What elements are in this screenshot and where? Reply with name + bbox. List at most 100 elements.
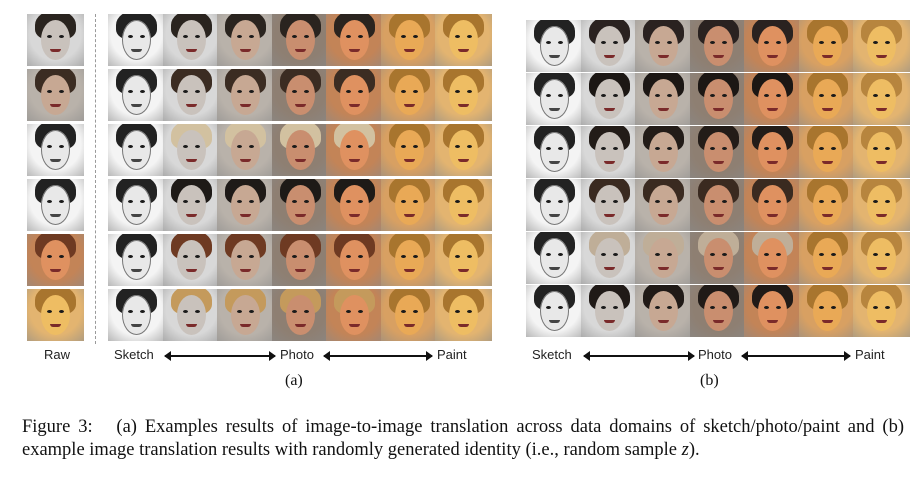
face-thumbnail (798, 20, 856, 72)
face-thumbnail (162, 69, 220, 121)
face-thumbnail (580, 232, 638, 284)
figure-number: Figure 3: (22, 417, 93, 437)
face-thumbnail (580, 20, 638, 72)
face-thumbnail (635, 179, 692, 231)
face-thumbnail (526, 20, 583, 72)
face-thumbnail (744, 73, 801, 125)
face-thumbnail (798, 126, 856, 178)
face-thumbnail (326, 124, 383, 176)
face-thumbnail (853, 285, 910, 337)
axis-label-photo-b: Photo (698, 347, 732, 362)
face-thumbnail (435, 124, 492, 176)
face-thumbnail (853, 20, 910, 72)
face-thumbnail (580, 285, 638, 337)
raw-label: Raw (44, 347, 71, 362)
caption-text: (a) Examples results of image-to-image t… (22, 417, 904, 460)
face-thumbnail (271, 69, 329, 121)
face-thumbnail (162, 124, 220, 176)
face-thumbnail (380, 234, 438, 286)
arrow-photo-paint-a (323, 351, 433, 361)
face-thumbnail (380, 124, 438, 176)
face-thumbnail (108, 179, 165, 231)
face-thumbnail (580, 126, 638, 178)
arrow-sketch-photo-a (164, 351, 276, 361)
face-thumbnail (635, 285, 692, 337)
face-thumbnail (217, 289, 274, 341)
face-thumbnail (689, 179, 747, 231)
face-thumbnail (689, 20, 747, 72)
face-thumbnail (271, 289, 329, 341)
face-thumbnail (635, 73, 692, 125)
face-thumbnail (108, 234, 165, 286)
face-thumbnail (162, 179, 220, 231)
caption-variable: z (681, 440, 689, 460)
face-thumbnail (108, 14, 165, 66)
face-thumbnail (435, 234, 492, 286)
face-thumbnail (435, 69, 492, 121)
separator-dashed-line (95, 14, 96, 344)
face-thumbnail (853, 126, 910, 178)
axis-label-paint-a: Paint (437, 347, 467, 362)
face-thumbnail (853, 73, 910, 125)
face-thumbnail (108, 69, 165, 121)
face-thumbnail (853, 179, 910, 231)
face-thumbnail (744, 179, 801, 231)
face-thumbnail (689, 285, 747, 337)
face-thumbnail (526, 126, 583, 178)
face-thumbnail (798, 285, 856, 337)
face-thumbnail (380, 289, 438, 341)
face-thumbnail (27, 179, 84, 231)
face-thumbnail (217, 234, 274, 286)
face-thumbnail (380, 179, 438, 231)
face-thumbnail (744, 20, 801, 72)
axis-label-sketch-a: Sketch (114, 347, 154, 362)
face-thumbnail (744, 126, 801, 178)
face-thumbnail (853, 232, 910, 284)
face-thumbnail (27, 124, 84, 176)
face-thumbnail (27, 289, 84, 341)
figure-panel-a: Raw Sketch Photo Paint (a) (0, 0, 500, 395)
face-thumbnail (744, 285, 801, 337)
face-thumbnail (162, 14, 220, 66)
face-thumbnail (217, 179, 274, 231)
axis-label-photo-a: Photo (280, 347, 314, 362)
face-thumbnail (435, 14, 492, 66)
face-thumbnail (689, 126, 747, 178)
face-thumbnail (271, 179, 329, 231)
face-thumbnail (271, 124, 329, 176)
arrow-sketch-photo-b (583, 351, 695, 361)
face-thumbnail (380, 14, 438, 66)
subfigure-label-a: (a) (285, 372, 303, 389)
face-thumbnail (27, 234, 84, 286)
axis-label-paint-b: Paint (855, 347, 885, 362)
axis-label-sketch-b: Sketch (532, 347, 572, 362)
arrow-photo-paint-b (741, 351, 851, 361)
face-thumbnail (27, 69, 84, 121)
face-thumbnail (217, 124, 274, 176)
face-thumbnail (162, 289, 220, 341)
face-thumbnail (526, 179, 583, 231)
face-thumbnail (108, 124, 165, 176)
face-thumbnail (326, 179, 383, 231)
face-thumbnail (635, 232, 692, 284)
face-thumbnail (271, 234, 329, 286)
face-thumbnail (798, 73, 856, 125)
face-thumbnail (380, 69, 438, 121)
face-thumbnail (326, 14, 383, 66)
face-thumbnail (689, 232, 747, 284)
caption-text-end: ). (688, 440, 700, 460)
face-thumbnail (798, 179, 856, 231)
face-thumbnail (526, 73, 583, 125)
face-thumbnail (635, 126, 692, 178)
face-thumbnail (526, 285, 583, 337)
face-thumbnail (580, 73, 638, 125)
face-thumbnail (27, 14, 84, 66)
face-thumbnail (798, 232, 856, 284)
face-thumbnail (435, 289, 492, 341)
face-thumbnail (162, 234, 220, 286)
face-thumbnail (326, 234, 383, 286)
face-thumbnail (326, 69, 383, 121)
figure-panel-b: Sketch Photo Paint (b) (500, 0, 922, 395)
face-thumbnail (689, 73, 747, 125)
face-thumbnail (435, 179, 492, 231)
